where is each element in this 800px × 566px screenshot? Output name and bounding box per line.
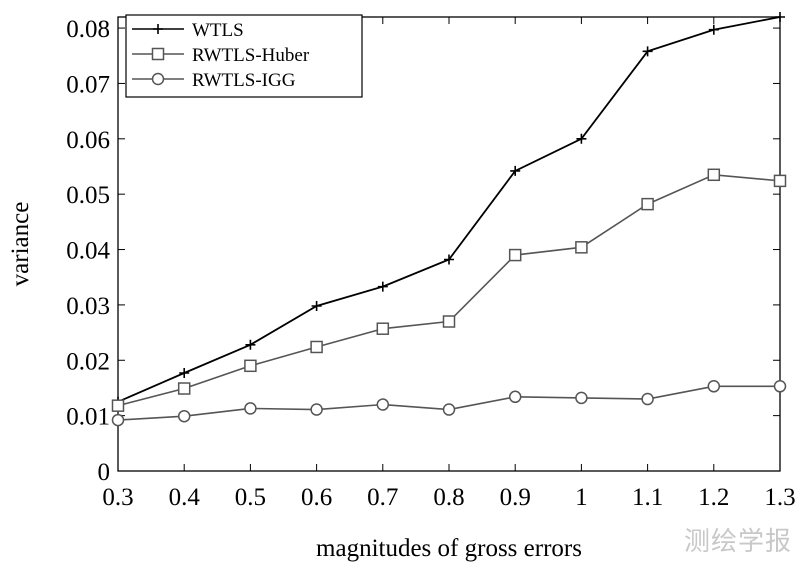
x-tick-label: 1.3 [764,484,795,511]
data-point-plus [642,46,653,57]
y-tick-label: 0 [98,459,111,486]
data-point-circle [111,413,125,427]
data-point-square [310,340,323,354]
data-point-circle [707,380,721,393]
data-point-plus [775,12,785,22]
data-point-square [575,241,588,254]
data-point-square [773,174,787,188]
data-point-square [707,168,721,182]
y-tick-label: 0.02 [66,348,110,375]
data-point-circle [177,409,191,423]
legend: WTLS RWTLS-Huber RWTLS-IGG [125,14,363,98]
data-point-circle [244,402,257,415]
data-point-circle [641,392,654,406]
series-plus [113,12,785,407]
data-point-plus [377,281,388,292]
data-point-plus [576,133,587,144]
y-axis: 0 0.01 0.02 0.03 0.04 0.05 0.06 0.07 0.08 [66,16,780,486]
y-tick-label: 0.03 [66,293,110,320]
data-point-plus [179,368,190,379]
series-circle [111,380,787,427]
x-tick-label: 0.6 [301,484,332,511]
x-tick-label: 0.3 [102,484,133,511]
data-point-plus [311,301,322,312]
data-point-square [641,197,654,211]
series-square [111,168,787,412]
y-tick-label: 0.01 [66,404,110,431]
watermark: 测绘学报 [683,527,792,557]
legend-marker-circle [151,72,165,86]
data-point-square [244,359,257,373]
y-tick-label: 0.08 [66,16,110,43]
data-point-plus [510,165,521,176]
x-tick-label: 0.9 [500,484,531,511]
x-tick-label: 1.2 [698,484,729,511]
data-point-circle [773,380,787,393]
legend-marker-plus [153,24,163,34]
x-tick-label: 1.1 [632,484,663,511]
data-point-plus [708,24,719,35]
series-line [117,173,781,407]
x-tick-label: 0.7 [367,484,398,511]
legend-marker-square [151,47,165,61]
x-tick-label: 1 [575,484,588,511]
data-point-circle [575,391,588,405]
legend-label: RWTLS-Huber [192,45,310,66]
data-point-circle [508,390,522,404]
x-tick-label: 0.4 [169,484,201,511]
series-layer [111,12,787,427]
y-axis-title: variance [7,202,34,287]
data-point-square [442,315,456,328]
x-tick-label: 0.5 [235,484,266,511]
data-point-plus [245,339,256,350]
data-point-square [508,248,522,262]
y-tick-label: 0.06 [66,127,110,154]
x-axis-title: magnitudes of gross errors [316,535,582,562]
y-tick-label: 0.07 [66,71,110,98]
data-point-plus [444,254,454,265]
x-axis: 0.3 0.4 0.5 0.6 0.7 0.8 0.9 1 1.1 1.2 1.3 [102,17,796,511]
data-point-square [376,322,390,335]
y-tick-label: 0.04 [66,238,110,265]
x-tick-label: 0.8 [433,484,464,511]
y-tick-label: 0.05 [66,182,110,209]
data-point-circle [442,403,456,416]
data-point-circle [310,403,323,416]
legend-label: WTLS [192,20,244,41]
data-point-circle [376,398,390,411]
legend-label: RWTLS-IGG [192,70,296,91]
data-point-square [111,399,125,412]
data-point-square [177,382,191,395]
